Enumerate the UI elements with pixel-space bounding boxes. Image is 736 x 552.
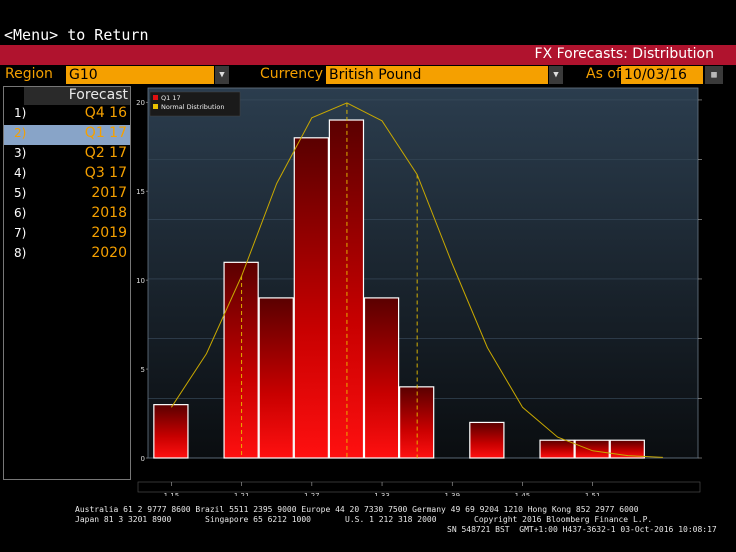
footer-japan: Japan 81 3 3201 8900 bbox=[75, 515, 172, 524]
forecast-item[interactable]: 4) Q3 17 bbox=[4, 165, 130, 185]
forecast-list: Forecast 1) Q4 16 2) Q1 17 3) Q2 17 4) Q3 17 5) 2… bbox=[3, 86, 131, 480]
forecast-item-label: 2017 bbox=[91, 185, 127, 201]
y-left-tick-label: 0 bbox=[141, 455, 145, 463]
x-axis-strip bbox=[137, 481, 701, 493]
forecast-item[interactable]: 6) 2018 bbox=[4, 205, 130, 225]
forecast-item-label: 2020 bbox=[91, 245, 127, 261]
legend-box bbox=[149, 91, 241, 117]
forecast-item-label: Q1 17 bbox=[84, 125, 127, 141]
y-left-tick-label: 5 bbox=[141, 366, 145, 374]
footer-copyright: Copyright 2016 Bloomberg Finance L.P. bbox=[474, 515, 653, 524]
x-tick-label: 1.39 bbox=[444, 492, 460, 496]
forecast-item[interactable]: 1) Q4 16 bbox=[4, 105, 130, 125]
currency-label: Currency bbox=[260, 66, 324, 82]
forecast-item-label: Q4 16 bbox=[84, 105, 127, 121]
forecast-item-number: 1) bbox=[14, 106, 27, 120]
histogram-bar bbox=[539, 439, 575, 459]
x-tick-label: 1.27 bbox=[304, 492, 320, 496]
x-tick-label: 1.45 bbox=[515, 492, 531, 496]
legend-label: Q1 17 bbox=[161, 94, 181, 102]
distribution-chart: 051015200.001.002.003.004.005.006.001.15… bbox=[136, 86, 704, 496]
x-tick-label: 1.21 bbox=[234, 492, 250, 496]
histogram-bar bbox=[469, 421, 505, 459]
y-left-tick-label: 15 bbox=[136, 188, 145, 196]
legend-label: Normal Distribution bbox=[161, 103, 225, 111]
normal-distribution-curve bbox=[170, 102, 663, 458]
histogram-bar bbox=[609, 439, 645, 459]
forecast-item[interactable]: 2) Q1 17 bbox=[4, 125, 130, 145]
currency-field[interactable]: British Pound bbox=[326, 66, 548, 84]
asof-label: As of bbox=[586, 66, 621, 82]
histogram-bar bbox=[153, 404, 189, 459]
menu-return-link[interactable]: <Menu> to Return bbox=[4, 26, 149, 44]
asof-date-field[interactable]: 10/03/16 bbox=[621, 66, 703, 84]
forecast-item-number: 6) bbox=[14, 206, 27, 220]
forecast-item[interactable]: 3) Q2 17 bbox=[4, 145, 130, 165]
histogram-bar bbox=[258, 297, 294, 459]
forecast-header: Forecast bbox=[24, 87, 130, 105]
histogram-bar bbox=[574, 439, 610, 459]
forecast-item-label: 2018 bbox=[91, 205, 127, 221]
forecast-item-label: 2019 bbox=[91, 225, 127, 241]
histogram-bar bbox=[223, 261, 259, 459]
region-label: Region bbox=[5, 66, 53, 82]
forecast-item[interactable]: 7) 2019 bbox=[4, 225, 130, 245]
histogram-bar bbox=[293, 137, 329, 459]
forecast-item-number: 7) bbox=[14, 226, 27, 240]
forecast-item-label: Q3 17 bbox=[84, 165, 127, 181]
histogram-bar bbox=[328, 119, 365, 459]
calendar-icon[interactable]: ▦ bbox=[705, 66, 723, 84]
forecast-item[interactable]: 8) 2020 bbox=[4, 245, 130, 265]
title-bar: FX Forecasts: Distribution bbox=[0, 45, 736, 65]
footer-session: SN 548721 BST GMT+1:00 H437-3632-1 03-Oc… bbox=[447, 525, 717, 534]
legend-swatch bbox=[153, 95, 158, 100]
x-tick-label: 1.15 bbox=[164, 492, 180, 496]
parameter-row: Region G10 ▼ Currency British Pound ▼ As… bbox=[0, 65, 736, 85]
forecast-item-number: 4) bbox=[14, 166, 27, 180]
region-field[interactable]: G10 bbox=[66, 66, 214, 84]
footer-us: U.S. 1 212 318 2000 bbox=[345, 515, 437, 524]
x-tick-label: 1.33 bbox=[374, 492, 390, 496]
forecast-item-number: 5) bbox=[14, 186, 27, 200]
y-left-tick-label: 20 bbox=[136, 99, 145, 107]
forecast-item-label: Q2 17 bbox=[84, 145, 127, 161]
forecast-item-number: 3) bbox=[14, 146, 27, 160]
legend-swatch bbox=[153, 104, 158, 109]
footer-singapore: Singapore 65 6212 1000 bbox=[205, 515, 311, 524]
x-tick-label: 1.51 bbox=[585, 492, 601, 496]
currency-dropdown-icon[interactable]: ▼ bbox=[549, 66, 563, 84]
forecast-item-number: 8) bbox=[14, 246, 27, 260]
y-left-tick-label: 10 bbox=[136, 277, 145, 285]
histogram-bar bbox=[363, 297, 400, 459]
forecast-item-number: 2) bbox=[14, 126, 27, 140]
footer-phone-line-1: Australia 61 2 9777 8600 Brazil 5511 239… bbox=[75, 505, 639, 514]
region-dropdown-icon[interactable]: ▼ bbox=[215, 66, 229, 84]
histogram-bar bbox=[398, 386, 435, 459]
page-title: FX Forecasts: Distribution bbox=[534, 46, 714, 62]
forecast-item[interactable]: 5) 2017 bbox=[4, 185, 130, 205]
